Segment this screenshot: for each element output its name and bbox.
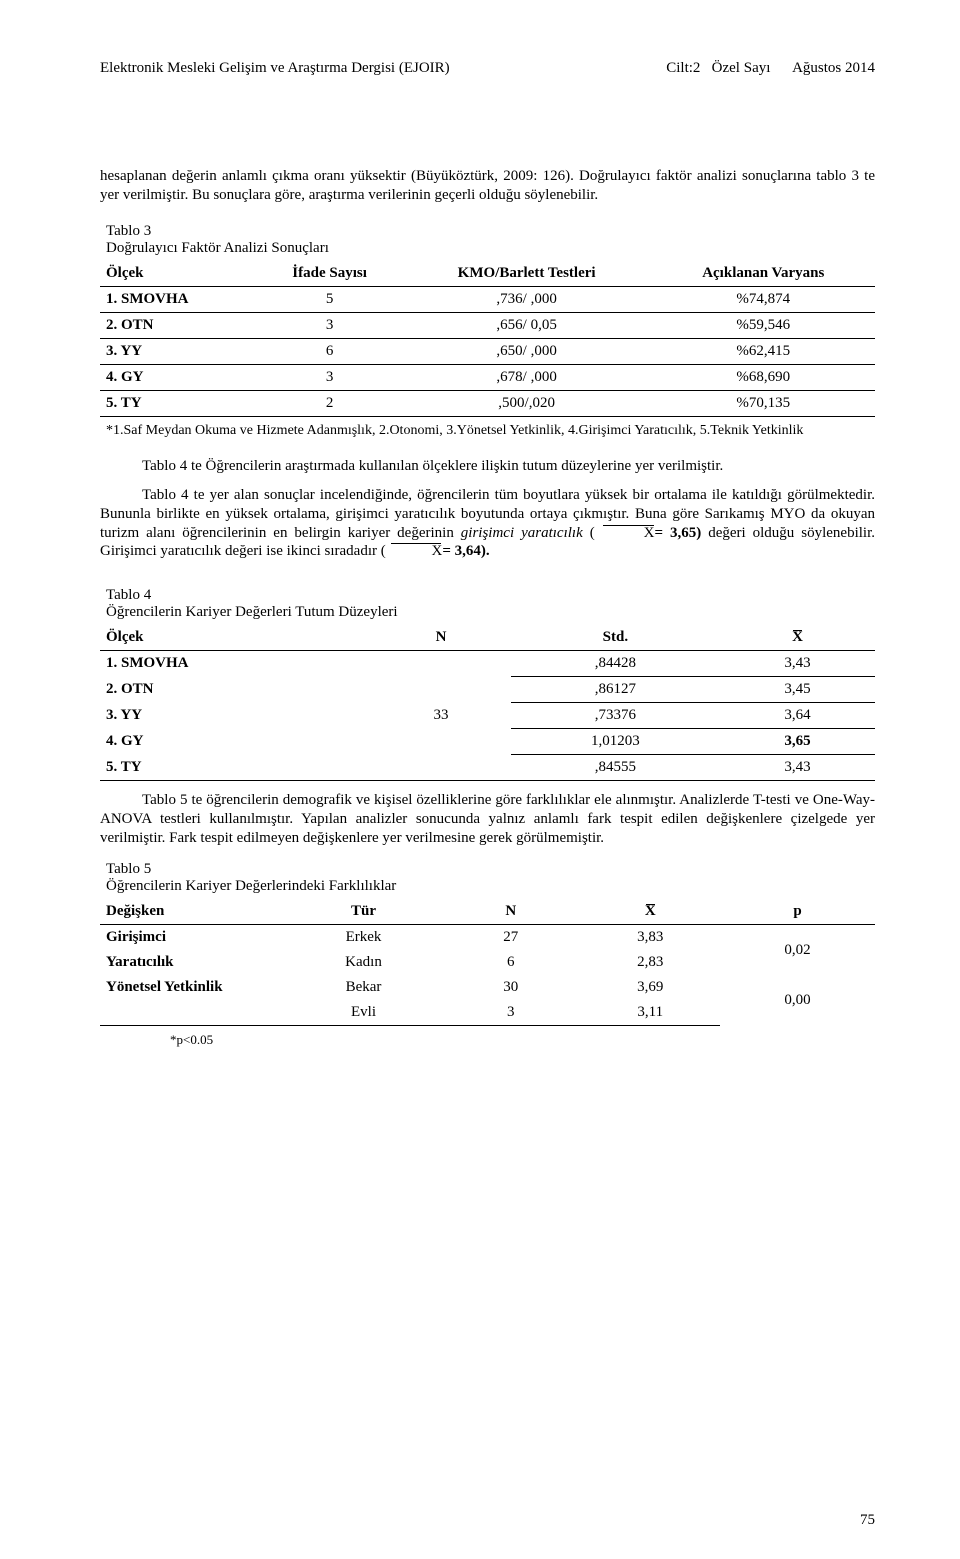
table4-cell: 3,43 [720,755,875,781]
table5-n: 27 [441,925,581,951]
table4-cell: 5. TY [100,755,371,781]
table5-col-4: X [581,899,721,925]
table5-p: 0,02 [720,925,875,976]
table4-cell: 3,64 [720,703,875,729]
table4-n-cell: 33 [371,651,511,781]
table3-col-1: Ölçek [100,261,257,287]
table4-cell: ,84428 [511,651,720,677]
running-header: Elektronik Mesleki Gelişim ve Araştırma … [100,60,875,77]
table4-col-1: Ölçek [100,625,371,651]
table3-cell: 2 [257,390,401,416]
table4-cell: ,86127 [511,677,720,703]
table5-type: Bekar [286,975,441,1000]
table5-x: 3,69 [581,975,721,1000]
table4-cell: 3,65 [720,729,875,755]
para3-text-c: ( [583,525,602,541]
table3-cell: ,678/ ,000 [402,364,652,390]
table3-col-2: İfade Sayısı [257,261,401,287]
table5-type: Evli [286,1000,441,1026]
paragraph-3: Tablo 4 te yer alan sonuçlar incelendiği… [100,486,875,561]
table3-cell: 2. OTN [100,312,257,338]
table3-cell: ,650/ ,000 [402,338,652,364]
table5-col-2: Tür [286,899,441,925]
table4-col-4: X [720,625,875,651]
table3-cell: 1. SMOVHA [100,286,257,312]
para3-bold-f: = 3,64). [442,543,489,559]
table3-cell: %74,874 [652,286,876,312]
table4-cell: 1. SMOVHA [100,651,371,677]
table3-cell: ,736/ ,000 [402,286,652,312]
table4-cell: 4. GY [100,729,371,755]
table-4: Tablo 4 Öğrencilerin Kariyer Değerleri T… [100,583,875,781]
table4-cell: 2. OTN [100,677,371,703]
table5-x: 3,83 [581,925,721,951]
table5-var: Yönetsel Yetkinlik [100,975,286,1000]
table3-cell: 3 [257,312,401,338]
table-3: Tablo 3 Doğrulayıcı Faktör Analizi Sonuç… [100,219,875,417]
table5-footnote: *p<0.05 [170,1032,875,1048]
table5-caption-line1: Tablo 5 [100,857,875,878]
table3-cell: ,656/ 0,05 [402,312,652,338]
table4-col-3: Std. [511,625,720,651]
table4-cell: ,73376 [511,703,720,729]
table5-x: 3,11 [581,1000,721,1026]
table4-caption-line2: Öğrencilerin Kariyer Değerleri Tutum Düz… [100,604,875,625]
table5-n: 30 [441,975,581,1000]
table4-cell: 3. YY [100,703,371,729]
table3-caption-line2: Doğrulayıcı Faktör Analizi Sonuçları [100,240,875,261]
paragraph-2: Tablo 4 te Öğrencilerin araştırmada kull… [100,457,875,476]
table5-n: 6 [441,950,581,975]
table4-cell: 3,43 [720,651,875,677]
table5-x: 2,83 [581,950,721,975]
table4-caption-line1: Tablo 4 [100,583,875,604]
table5-var: Yaratıcılık [100,950,286,975]
page-number: 75 [860,1512,875,1529]
table3-cell: ,500/,020 [402,390,652,416]
table3-cell: 5 [257,286,401,312]
table3-cell: 4. GY [100,364,257,390]
table4-cell: 1,01203 [511,729,720,755]
table3-cell: 3 [257,364,401,390]
issue-info: Cilt:2 Özel Sayı Ağustos 2014 [666,60,875,77]
para3-italic: girişimci yaratıcılık [461,525,583,541]
table3-caption-line1: Tablo 3 [100,219,875,240]
paragraph-4: Tablo 5 te öğrencilerin demografik ve ki… [100,791,875,847]
table5-col-3: N [441,899,581,925]
table3-cell: 5. TY [100,390,257,416]
table5-p: 0,00 [720,975,875,1026]
table5-n: 3 [441,1000,581,1026]
table4-cell: ,84555 [511,755,720,781]
table3-cell: %70,135 [652,390,876,416]
journal-name: Elektronik Mesleki Gelişim ve Araştırma … [100,60,450,77]
table5-type: Erkek [286,925,441,951]
table3-cell: %62,415 [652,338,876,364]
table3-legend: *1.Saf Meydan Okuma ve Hizmete Adanmışlı… [106,423,869,440]
table3-cell: %59,546 [652,312,876,338]
paragraph-1: hesaplanan değerin anlamlı çıkma oranı y… [100,167,875,205]
table3-cell: %68,690 [652,364,876,390]
table5-caption-line2: Öğrencilerin Kariyer Değerlerindeki Fark… [100,878,875,899]
table5-var [100,1000,286,1026]
para3-bold-d: = 3,65) [655,525,702,541]
table3-col-3: KMO/Barlett Testleri [402,261,652,287]
table5-type: Kadın [286,950,441,975]
table3-cell: 6 [257,338,401,364]
table5-col-1: Değişken [100,899,286,925]
table5-var: Girişimci [100,925,286,951]
table4-col-2: N [371,625,511,651]
table4-cell: 3,45 [720,677,875,703]
table3-cell: 3. YY [100,338,257,364]
table5-col-5: p [720,899,875,925]
table3-col-4: Açıklanan Varyans [652,261,876,287]
table-5: Tablo 5 Öğrencilerin Kariyer Değerlerind… [100,857,875,1026]
